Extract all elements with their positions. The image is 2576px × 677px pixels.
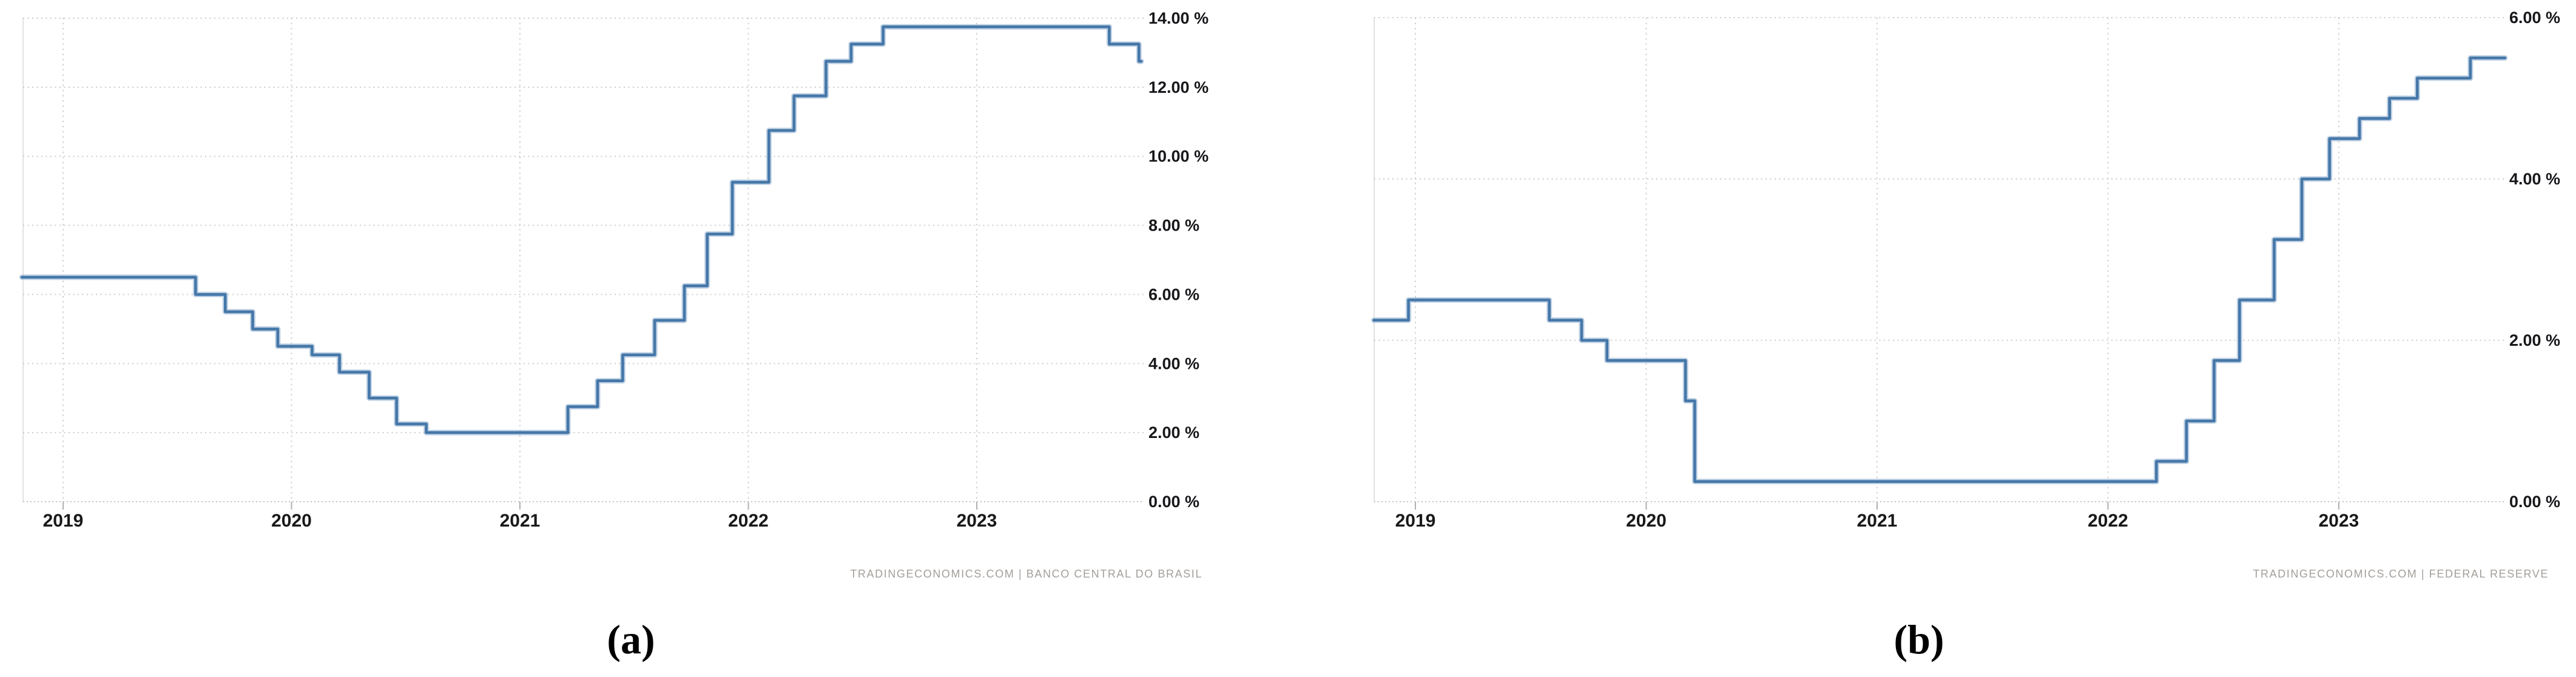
rate-step-line-halo (19, 24, 1144, 436)
x-axis-label: 2022 (2088, 511, 2128, 531)
y-axis-label: 8.00 % (1148, 217, 1199, 235)
panel-caption-b: (b) (1893, 616, 1944, 662)
rate-step-line-halo (1371, 55, 2508, 485)
rate-step-line (20, 25, 1143, 434)
x-axis-label: 2021 (500, 511, 541, 531)
x-axis-label: 2020 (1626, 511, 1667, 531)
panel-caption-a: (a) (607, 616, 655, 662)
y-axis-label: 12.00 % (1148, 78, 1209, 96)
x-axis-label: 2020 (271, 511, 312, 531)
fed-funds-rate-chart: 2019 2020 2021 2022 2023 6.00 % 4.00 % 2.00 % 0.… (1371, 8, 2560, 531)
rate-step-line (1372, 56, 2507, 483)
y-axis-label: 4.00 % (1148, 354, 1199, 372)
x-axis-label: 2019 (1395, 511, 1436, 531)
y-axis-label: 0.00 % (1148, 493, 1199, 511)
y-axis-label: 6.00 % (2509, 8, 2560, 27)
y-axis-label: 0.00 % (2509, 493, 2560, 511)
y-axis-label: 14.00 % (1148, 9, 1209, 27)
x-axis-label: 2023 (957, 511, 997, 531)
x-axis-label: 2019 (43, 511, 84, 531)
y-axis-label: 6.00 % (1148, 285, 1199, 303)
selic-rate-chart: 2019 2020 2021 2022 2023 14.00 % 12.00 % 10.00 … (19, 9, 1209, 531)
y-axis-label: 4.00 % (2509, 170, 2560, 188)
y-axis-label: 10.00 % (1148, 147, 1209, 166)
attribution-banco-central: TRADINGECONOMICS.COM | BANCO CENTRAL DO … (850, 568, 1202, 580)
y-axis-label: 2.00 % (1148, 423, 1199, 442)
x-axis-label: 2021 (1857, 511, 1898, 531)
y-axis-label: 2.00 % (2509, 331, 2560, 349)
attribution-federal-reserve: TRADINGECONOMICS.COM | FEDERAL RESERVE (2253, 568, 2549, 580)
x-axis-label: 2022 (728, 511, 769, 531)
x-axis-label: 2023 (2319, 511, 2359, 531)
